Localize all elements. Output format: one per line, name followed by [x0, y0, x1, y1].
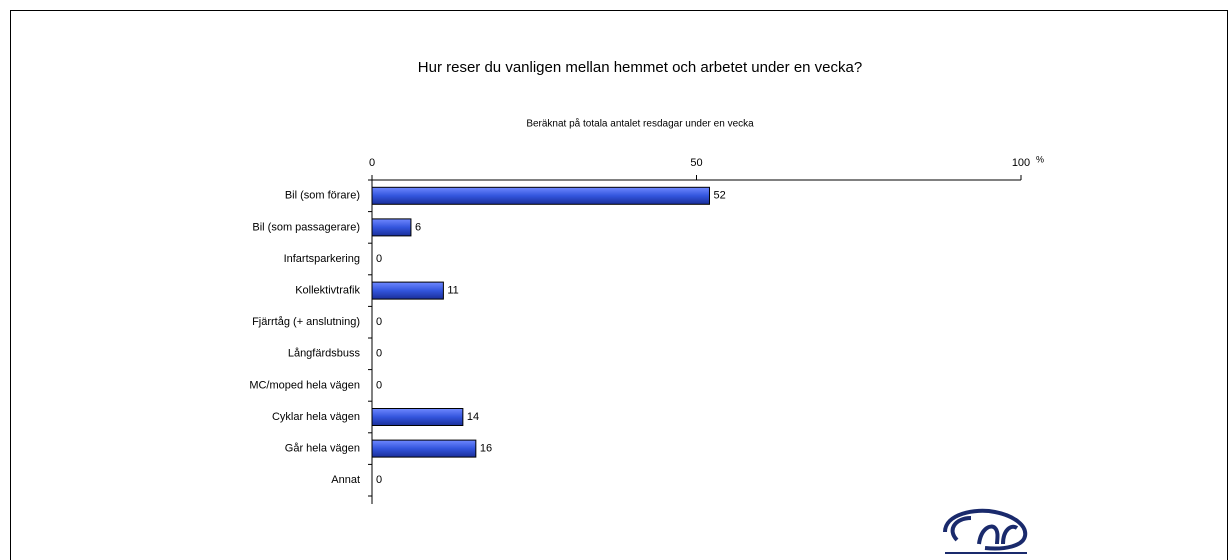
value-label: 0	[376, 474, 382, 486]
x-tick-label: 100	[1012, 157, 1030, 169]
bar	[371, 439, 477, 458]
bar	[371, 281, 444, 300]
value-label: 16	[480, 443, 492, 455]
y-tick-label: MC/moped hela vägen	[249, 379, 360, 391]
frame	[10, 10, 1228, 560]
chart-title: Hur reser du vanligen mellan hemmet och …	[418, 59, 862, 76]
x-tick-label: 50	[690, 157, 702, 169]
value-label: 11	[447, 285, 458, 297]
logo-letters	[950, 516, 1019, 545]
y-tick-label: Fjärrtåg (+ anslutning)	[252, 316, 360, 328]
value-label: 0	[376, 253, 382, 265]
value-label: 0	[376, 379, 382, 391]
y-tick-label: Kollektivtrafik	[295, 285, 360, 297]
bar	[371, 218, 412, 237]
value-label: 0	[376, 316, 382, 328]
bar	[371, 186, 710, 205]
y-tick-label: Långfärdsbuss	[288, 348, 361, 360]
value-label: 6	[415, 221, 421, 233]
y-tick-label: Cyklar hela vägen	[272, 411, 360, 423]
logo-swirl	[943, 508, 1028, 551]
value-label: 52	[713, 190, 725, 202]
y-tick-label: Bil (som passagerare)	[252, 221, 360, 233]
y-tick-label: Annat	[331, 474, 360, 486]
y-tick-label: Går hela vägen	[285, 443, 360, 455]
logo	[943, 508, 1028, 554]
bar	[371, 408, 464, 426]
x-tick-label: 0	[369, 157, 375, 169]
axis-unit: %	[1036, 154, 1044, 164]
y-tick-label: Infartsparkering	[284, 253, 360, 265]
value-label: 0	[376, 348, 382, 360]
chart-subtitle: Beräknat på totala antalet resdagar unde…	[526, 118, 754, 130]
logo-caption	[945, 552, 1027, 554]
y-tick-label: Bil (som förare)	[285, 190, 360, 202]
value-label: 14	[467, 411, 479, 423]
